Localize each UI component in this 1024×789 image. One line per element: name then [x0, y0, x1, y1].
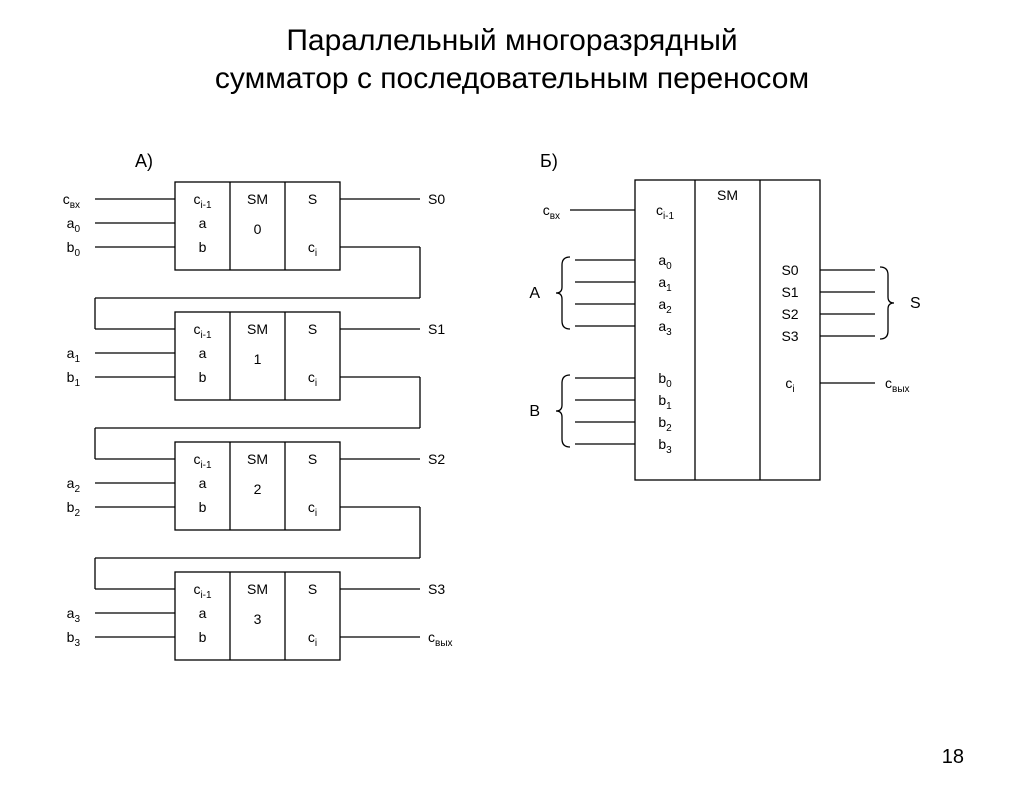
svg-text:b: b	[199, 629, 207, 645]
svg-text:A: A	[529, 285, 540, 302]
svg-text:a: a	[199, 605, 207, 621]
svg-text:ci-1: ci-1	[193, 581, 212, 601]
title-line-1: Параллельный многоразрядный	[286, 24, 737, 57]
svg-text:a3: a3	[658, 318, 672, 338]
svg-text:SM: SM	[247, 581, 268, 597]
svg-text:S: S	[910, 295, 921, 312]
svg-text:a: a	[199, 475, 207, 491]
svg-text:А): А)	[135, 152, 153, 171]
svg-text:a0: a0	[658, 252, 672, 272]
svg-text:B: B	[529, 403, 540, 420]
svg-text:S: S	[308, 191, 317, 207]
svg-text:S2: S2	[781, 306, 798, 322]
svg-text:ci: ci	[785, 375, 794, 395]
svg-text:S2: S2	[428, 451, 445, 467]
svg-text:a3: a3	[67, 605, 81, 625]
svg-text:SM: SM	[247, 191, 268, 207]
svg-text:cвых: cвых	[428, 629, 453, 649]
svg-text:a2: a2	[67, 475, 81, 495]
svg-text:a1: a1	[658, 274, 672, 294]
svg-text:ci: ci	[308, 369, 317, 389]
svg-text:b: b	[199, 369, 207, 385]
svg-text:b: b	[199, 499, 207, 515]
svg-text:b2: b2	[67, 499, 81, 519]
svg-text:S1: S1	[781, 284, 798, 300]
svg-text:b1: b1	[658, 392, 672, 412]
svg-text:ci: ci	[308, 239, 317, 259]
svg-text:ci: ci	[308, 499, 317, 519]
svg-text:ci-1: ci-1	[193, 321, 212, 341]
svg-text:0: 0	[254, 221, 262, 237]
svg-text:b: b	[199, 239, 207, 255]
svg-text:SM: SM	[247, 321, 268, 337]
svg-text:b3: b3	[658, 436, 672, 456]
diagram-svg: А)Б)ci-1abSM0Scia0b0cвхS0ci-1abSM1Scia1b…	[0, 152, 1024, 772]
svg-text:a1: a1	[67, 345, 81, 365]
svg-text:cвых: cвых	[885, 375, 910, 395]
svg-text:b0: b0	[658, 370, 672, 390]
svg-text:a2: a2	[658, 296, 672, 316]
page-number: 18	[942, 746, 964, 769]
svg-text:b0: b0	[67, 239, 81, 259]
svg-text:ci: ci	[308, 629, 317, 649]
svg-text:S0: S0	[781, 262, 798, 278]
svg-text:a0: a0	[67, 215, 81, 235]
svg-text:S: S	[308, 581, 317, 597]
svg-text:ci-1: ci-1	[193, 191, 212, 211]
svg-text:S0: S0	[428, 191, 445, 207]
svg-text:ci-1: ci-1	[193, 451, 212, 471]
svg-text:SM: SM	[247, 451, 268, 467]
svg-text:SM: SM	[717, 187, 738, 203]
svg-text:2: 2	[254, 481, 262, 497]
svg-text:S3: S3	[781, 328, 798, 344]
svg-text:b3: b3	[67, 629, 81, 649]
svg-text:a: a	[199, 345, 207, 361]
svg-text:Б): Б)	[540, 152, 558, 171]
svg-text:1: 1	[254, 351, 262, 367]
svg-text:b1: b1	[67, 369, 81, 389]
svg-text:S: S	[308, 321, 317, 337]
svg-text:cвх: cвх	[543, 202, 560, 222]
svg-text:cвх: cвх	[63, 191, 80, 211]
svg-text:S1: S1	[428, 321, 445, 337]
svg-text:b2: b2	[658, 414, 672, 434]
svg-text:S3: S3	[428, 581, 445, 597]
title-line-2: сумматор с последовательным переносом	[215, 62, 809, 95]
svg-text:a: a	[199, 215, 207, 231]
svg-text:ci-1: ci-1	[656, 202, 675, 222]
svg-text:S: S	[308, 451, 317, 467]
svg-text:3: 3	[254, 611, 262, 627]
